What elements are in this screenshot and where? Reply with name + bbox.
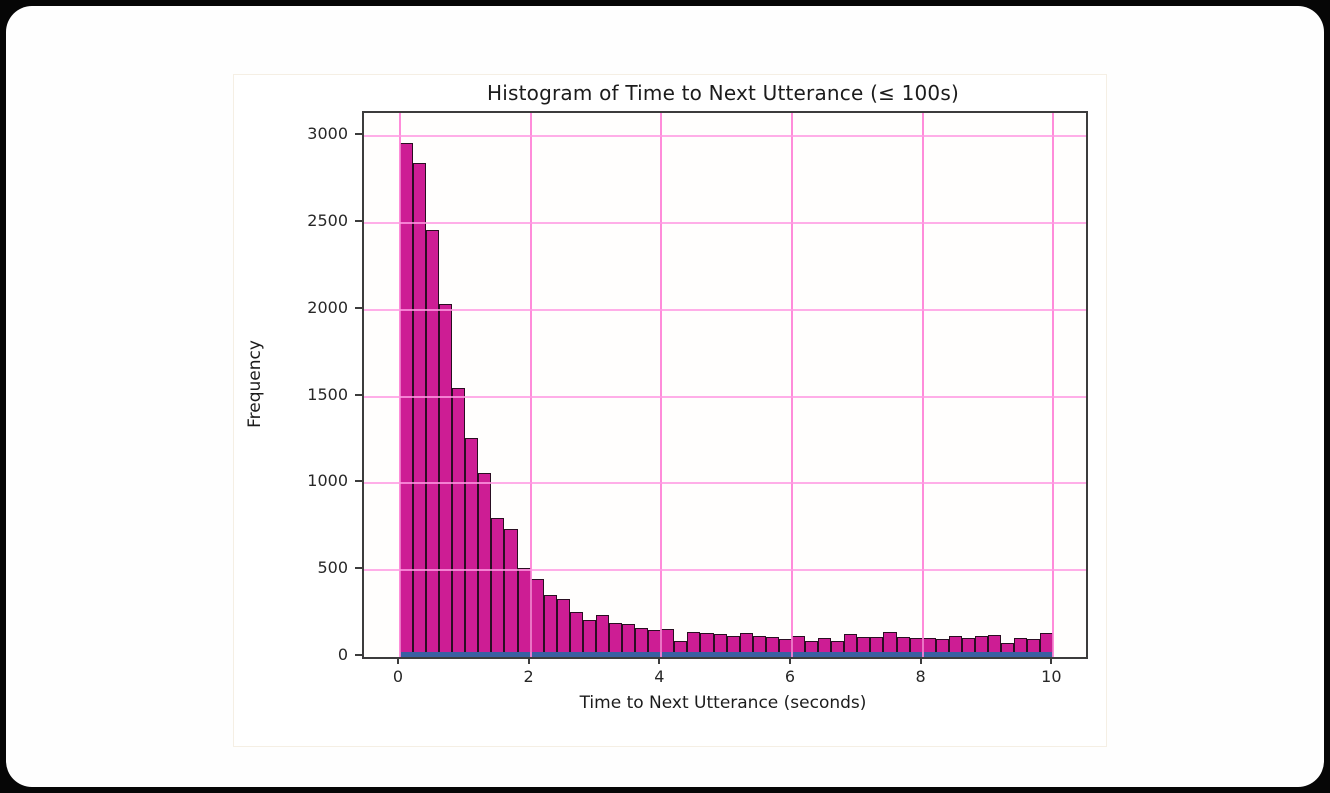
x-tick-mark [396, 657, 399, 664]
x-tick-mark [658, 657, 661, 664]
histogram-bar [439, 303, 453, 657]
y-tick-mark [355, 393, 362, 396]
y-tick-label: 0 [337, 645, 348, 664]
histogram-bar [491, 518, 505, 657]
x-tick-mark [788, 657, 791, 664]
page-background: Histogram of Time to Next Utterance (≤ 1… [6, 6, 1324, 787]
histogram-bar [543, 595, 557, 657]
histogram-bar [595, 615, 610, 657]
histogram-bar [426, 230, 440, 657]
vertical-gridline [790, 113, 793, 657]
x-tick-label: 8 [915, 667, 926, 686]
x-tick-label: 2 [523, 667, 534, 686]
x-tick-label: 4 [654, 667, 665, 686]
histogram-bar [530, 578, 544, 657]
y-tick-mark [355, 220, 362, 223]
horizontal-gridline [364, 395, 1086, 398]
y-tick-mark [355, 654, 362, 656]
x-tick-label: 0 [392, 667, 404, 686]
histogram-bar [413, 163, 427, 657]
y-tick-label: 1000 [307, 471, 348, 491]
y-tick-label: 2000 [307, 297, 348, 317]
baseline-band [399, 652, 1054, 657]
horizontal-gridline [364, 569, 1086, 572]
vertical-gridline [398, 113, 401, 657]
y-tick-label: 2500 [307, 211, 348, 231]
x-tick-mark [919, 657, 922, 664]
y-tick-mark [355, 133, 362, 136]
vertical-gridline [1052, 113, 1055, 657]
chart-figure: Histogram of Time to Next Utterance (≤ 1… [233, 74, 1107, 747]
x-tick-mark [1050, 657, 1053, 664]
y-tick-mark [355, 306, 362, 309]
y-tick-label: 3000 [307, 124, 348, 144]
horizontal-gridline [364, 308, 1086, 311]
x-tick-mark [527, 657, 530, 664]
horizontal-gridline [364, 482, 1086, 485]
x-tick-label: 6 [784, 667, 796, 686]
x-tick-label: 10 [1041, 667, 1062, 686]
histogram-bar [399, 143, 413, 657]
y-tick-mark [355, 567, 362, 570]
histogram-bar [452, 387, 466, 657]
plot-area [362, 111, 1088, 659]
horizontal-gridline [364, 135, 1086, 138]
vertical-gridline [921, 113, 924, 657]
chart-title: Histogram of Time to Next Utterance (≤ 1… [487, 81, 959, 105]
histogram-bar [465, 438, 479, 657]
histogram-bar [478, 473, 492, 657]
histogram-bar [569, 611, 583, 657]
histogram-bar [556, 598, 570, 657]
vertical-gridline [529, 113, 532, 657]
y-tick-label: 1500 [307, 384, 348, 404]
y-tick-mark [355, 480, 362, 483]
y-tick-label: 500 [317, 558, 348, 578]
horizontal-gridline [364, 222, 1086, 225]
histogram-bar [504, 528, 518, 657]
vertical-gridline [660, 113, 663, 657]
x-axis-label: Time to Next Utterance (seconds) [579, 693, 867, 713]
